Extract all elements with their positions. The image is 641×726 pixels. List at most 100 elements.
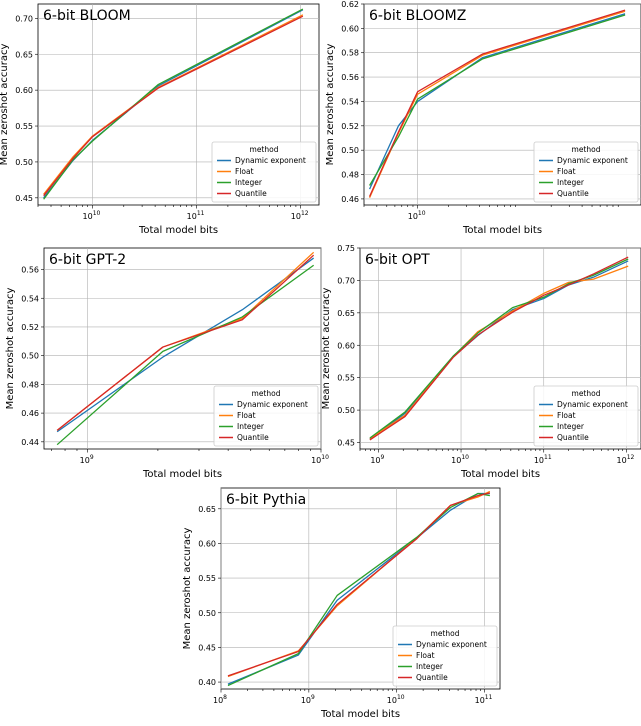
legend-label: Integer [557,422,585,431]
legend-box [213,385,319,447]
legend-box [392,625,498,687]
legend-box [211,141,317,203]
series-line-quantile [368,9,626,197]
x-tick-label: 1010 [451,454,469,465]
chart-pythia: 0.40 0.45 0.50 0.55 0.60 0.65 108 109 1010 1011 To… [182,487,501,720]
y-tick-label: 0.65 [198,505,216,514]
series-line-quantile [369,256,629,441]
y-axis-label: Mean zeroshot accuracy [0,44,10,166]
y-tick-label: 0.55 [198,574,216,583]
y-axis-label: Mean zeroshot accuracy [5,288,16,410]
legend: method Dynamic exponent Float Integer Quanti… [213,385,319,447]
y-tick-label: 0.60 [341,24,359,33]
y-tick-label: 0.55 [15,122,33,131]
y-tick-label: 0.44 [21,438,39,447]
legend-label: Dynamic exponent [237,400,308,409]
x-tick-label: 1010 [311,454,329,465]
y-tick-label: 0.70 [15,14,33,23]
chart-bloomz: 0.46 0.48 0.50 0.52 0.54 0.56 0.58 0.60 0.62 1010… [325,0,641,236]
chart-gpt2: 0.44 0.46 0.48 0.50 0.52 0.54 0.56 109 1010 Total… [5,247,329,480]
legend-label: Integer [235,178,263,187]
legend-label: Integer [237,422,265,431]
y-tick-label: 0.50 [21,352,39,361]
y-axis-label: Mean zeroshot accuracy [325,44,336,166]
chart-title: 6-bit Pythia [226,492,306,508]
y-tick-label: 0.52 [21,323,39,332]
y-tick-label: 0.40 [198,678,216,687]
series-line-float [369,265,629,440]
legend: method Dynamic exponent Float Integer Quanti… [211,141,317,203]
x-axis-label: Total model bits [462,225,542,236]
series-line-quantile [56,254,315,431]
x-axis-label: Total model bits [320,709,400,720]
legend-label: Float [416,651,435,660]
y-tick-label: 0.65 [15,50,33,59]
y-tick-label: 0.70 [337,276,355,285]
series-line-dynamic-exponent [368,13,626,190]
y-tick-label: 0.58 [341,49,359,58]
y-axis-label: Mean zeroshot accuracy [321,288,332,410]
x-axis-label: Total model bits [142,469,222,480]
legend-label: Dynamic exponent [235,156,306,165]
x-tick-label: 109 [370,454,384,465]
y-tick-label: 0.60 [198,539,216,548]
legend-label: Quantile [416,673,448,682]
chart-title: 6-bit OPT [365,252,430,268]
y-axis-label: Mean zeroshot accuracy [182,528,193,650]
x-tick-label: 1010 [387,694,405,705]
legend-label: Float [237,411,256,420]
x-tick-label: 1011 [475,694,493,705]
y-tick-label: 0.52 [341,122,359,131]
legend: method Dynamic exponent Float Integer Quanti… [392,625,498,687]
legend-label: Quantile [237,433,269,442]
series-line-integer [227,492,490,687]
y-tick-label: 0.45 [198,643,216,652]
legend-box [533,385,639,447]
y-tick-label: 0.48 [21,380,39,389]
legend-title: method [252,389,281,398]
y-tick-label: 0.46 [341,195,359,204]
series-line-quantile [227,492,491,677]
chart-title: 6-bit GPT-2 [49,252,126,268]
y-tick-label: 0.54 [21,294,39,303]
legend-title: method [250,145,279,154]
y-tick-label: 0.45 [337,439,355,448]
y-tick-label: 0.50 [198,609,216,618]
y-tick-label: 0.60 [337,341,355,350]
chart-opt: 0.45 0.50 0.55 0.60 0.65 0.70 0.75 109 1010 1011 1… [321,244,641,480]
y-tick-label: 0.55 [337,374,355,383]
legend-label: Integer [557,178,585,187]
legend-label: Dynamic exponent [416,640,487,649]
y-tick-label: 0.48 [341,171,359,180]
x-tick-label: 109 [80,454,94,465]
y-tick-label: 0.46 [21,409,39,418]
chart-title: 6-bit BLOOMZ [369,8,466,24]
legend-label: Quantile [235,189,267,198]
y-tick-label: 0.45 [15,194,33,203]
x-tick-label: 1011 [534,454,552,465]
legend: method Dynamic exponent Float Integer Quanti… [533,385,639,447]
x-axis-label: Total model bits [460,469,540,480]
series-line-quantile [43,15,304,197]
series-line-integer [56,264,315,446]
y-tick-label: 0.50 [337,406,355,415]
x-tick-label: 1011 [187,210,205,221]
y-tick-label: 0.56 [341,73,359,82]
legend: method Dynamic exponent Float Integer Quanti… [533,141,639,203]
legend-box [533,141,639,203]
y-tick-label: 0.65 [337,309,355,318]
x-tick-label: 108 [213,694,227,705]
y-tick-label: 0.56 [21,266,39,275]
x-axis-label: Total model bits [138,225,218,236]
legend-title: method [431,629,460,638]
legend-label: Quantile [557,189,589,198]
y-tick-label: 0.75 [337,244,355,253]
legend-label: Float [557,167,576,176]
x-tick-label: 109 [301,694,315,705]
y-tick-label: 0.62 [341,0,359,9]
x-tick-label: 1012 [617,454,635,465]
chart-title: 6-bit BLOOM [43,8,131,24]
x-tick-label: 1012 [291,210,309,221]
y-tick-label: 0.60 [15,86,33,95]
legend-label: Dynamic exponent [557,400,628,409]
